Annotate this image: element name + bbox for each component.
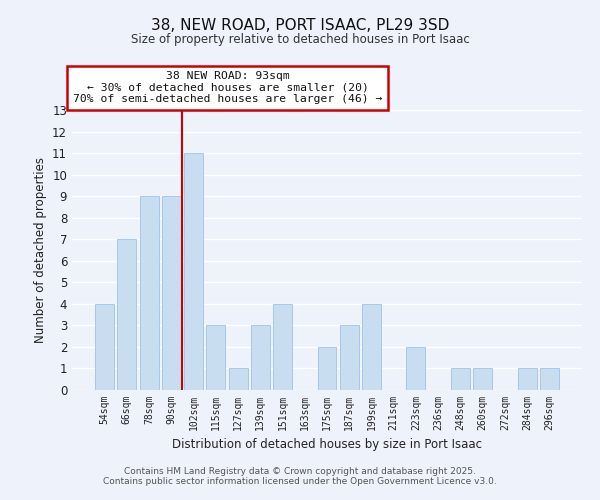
Bar <box>95 304 114 390</box>
Text: Size of property relative to detached houses in Port Isaac: Size of property relative to detached ho… <box>131 32 469 46</box>
Text: 38, NEW ROAD, PORT ISAAC, PL29 3SD: 38, NEW ROAD, PORT ISAAC, PL29 3SD <box>151 18 449 32</box>
Bar <box>451 368 470 390</box>
Bar <box>540 368 559 390</box>
Bar <box>473 368 492 390</box>
Text: 38 NEW ROAD: 93sqm
← 30% of detached houses are smaller (20)
70% of semi-detache: 38 NEW ROAD: 93sqm ← 30% of detached hou… <box>73 71 382 104</box>
Text: Contains public sector information licensed under the Open Government Licence v3: Contains public sector information licen… <box>103 477 497 486</box>
Bar <box>140 196 158 390</box>
Bar <box>362 304 381 390</box>
Bar <box>251 326 270 390</box>
Bar <box>317 347 337 390</box>
Bar <box>184 153 203 390</box>
Text: Contains HM Land Registry data © Crown copyright and database right 2025.: Contains HM Land Registry data © Crown c… <box>124 467 476 476</box>
Bar <box>206 326 225 390</box>
Bar <box>273 304 292 390</box>
Bar <box>340 326 359 390</box>
Bar <box>229 368 248 390</box>
Bar <box>118 239 136 390</box>
Bar <box>406 347 425 390</box>
Bar <box>518 368 536 390</box>
X-axis label: Distribution of detached houses by size in Port Isaac: Distribution of detached houses by size … <box>172 438 482 452</box>
Y-axis label: Number of detached properties: Number of detached properties <box>34 157 47 343</box>
Bar <box>162 196 181 390</box>
